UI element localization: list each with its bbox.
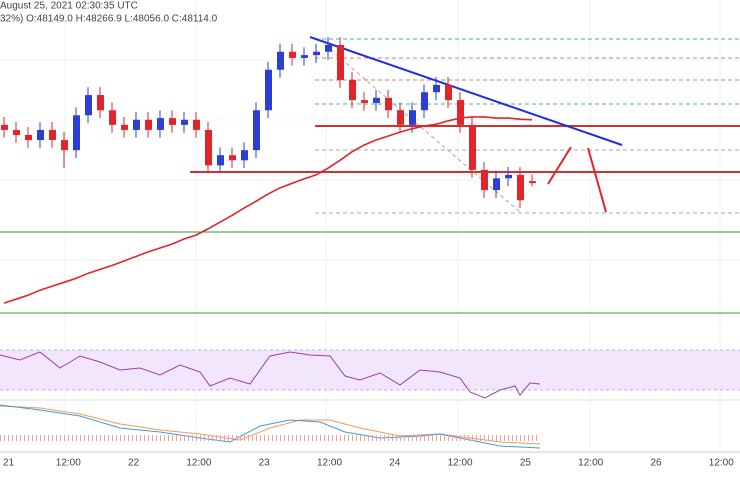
moving-average (3, 116, 533, 304)
candle-body (313, 51, 320, 56)
candle-body (205, 129, 212, 166)
candle-body (145, 119, 152, 130)
header-ohlc: 32%) O:48149.0 H:48266.9 L:48056.0 C:481… (0, 14, 218, 25)
annotations (0, 36, 740, 314)
candle-body (373, 97, 380, 103)
x-tick-label: 25 (520, 458, 532, 469)
candle-body (37, 129, 44, 141)
x-tick-label: 21 (3, 458, 15, 469)
candle-body (505, 174, 512, 179)
candle-body (469, 124, 476, 170)
candle-body (409, 110, 416, 125)
candle-body (385, 97, 392, 111)
candle-body (121, 124, 128, 130)
candle-body (361, 100, 368, 103)
x-tick-label: 12:00 (578, 458, 603, 469)
candle-body (157, 118, 164, 130)
candle-body (217, 155, 224, 166)
candle-body (445, 84, 452, 101)
candle-body (433, 84, 440, 93)
candle-body (349, 79, 356, 101)
x-tick-label: 12:00 (56, 458, 81, 469)
x-tick-label: 12:00 (448, 458, 473, 469)
x-tick-label: 23 (259, 458, 271, 469)
x-tick-label: 24 (389, 458, 401, 469)
x-tick-label: 12:00 (709, 458, 734, 469)
candle-body (397, 110, 404, 125)
candle-body (49, 129, 56, 141)
x-tick-label: 26 (650, 458, 662, 469)
candle-body (1, 124, 8, 130)
candle-body (277, 51, 284, 70)
candle-body (97, 95, 104, 111)
x-tick-label: 12:00 (317, 458, 342, 469)
candle-body (481, 169, 488, 191)
candle-body (493, 178, 500, 191)
candle-body (85, 95, 92, 116)
candle-body (289, 51, 296, 58)
candle-body (229, 155, 236, 161)
candle-body (133, 119, 140, 130)
candle-body (61, 140, 68, 151)
candle-body (421, 92, 428, 111)
candle-body (169, 118, 176, 125)
candle-body (181, 119, 188, 125)
x-tick-label: 22 (128, 458, 140, 469)
candle-body (241, 150, 248, 161)
header-time: August 25, 2021 02:30:35 UTC (0, 1, 138, 12)
candle-body (13, 129, 20, 135)
candle-body (193, 119, 200, 130)
candle-body (265, 69, 272, 111)
candle-body (253, 110, 260, 151)
candle-body (109, 110, 116, 125)
candle-body (301, 55, 308, 58)
candle-body (73, 115, 80, 151)
x-tick-label: 12:00 (186, 458, 211, 469)
candle-body (25, 134, 32, 141)
rsi-pane (0, 349, 740, 401)
candle-body (529, 181, 536, 184)
candle-body (457, 100, 464, 125)
candle-body (517, 174, 524, 201)
macd-pane (0, 404, 541, 449)
candle-body (337, 44, 344, 80)
candle-body (325, 44, 332, 52)
